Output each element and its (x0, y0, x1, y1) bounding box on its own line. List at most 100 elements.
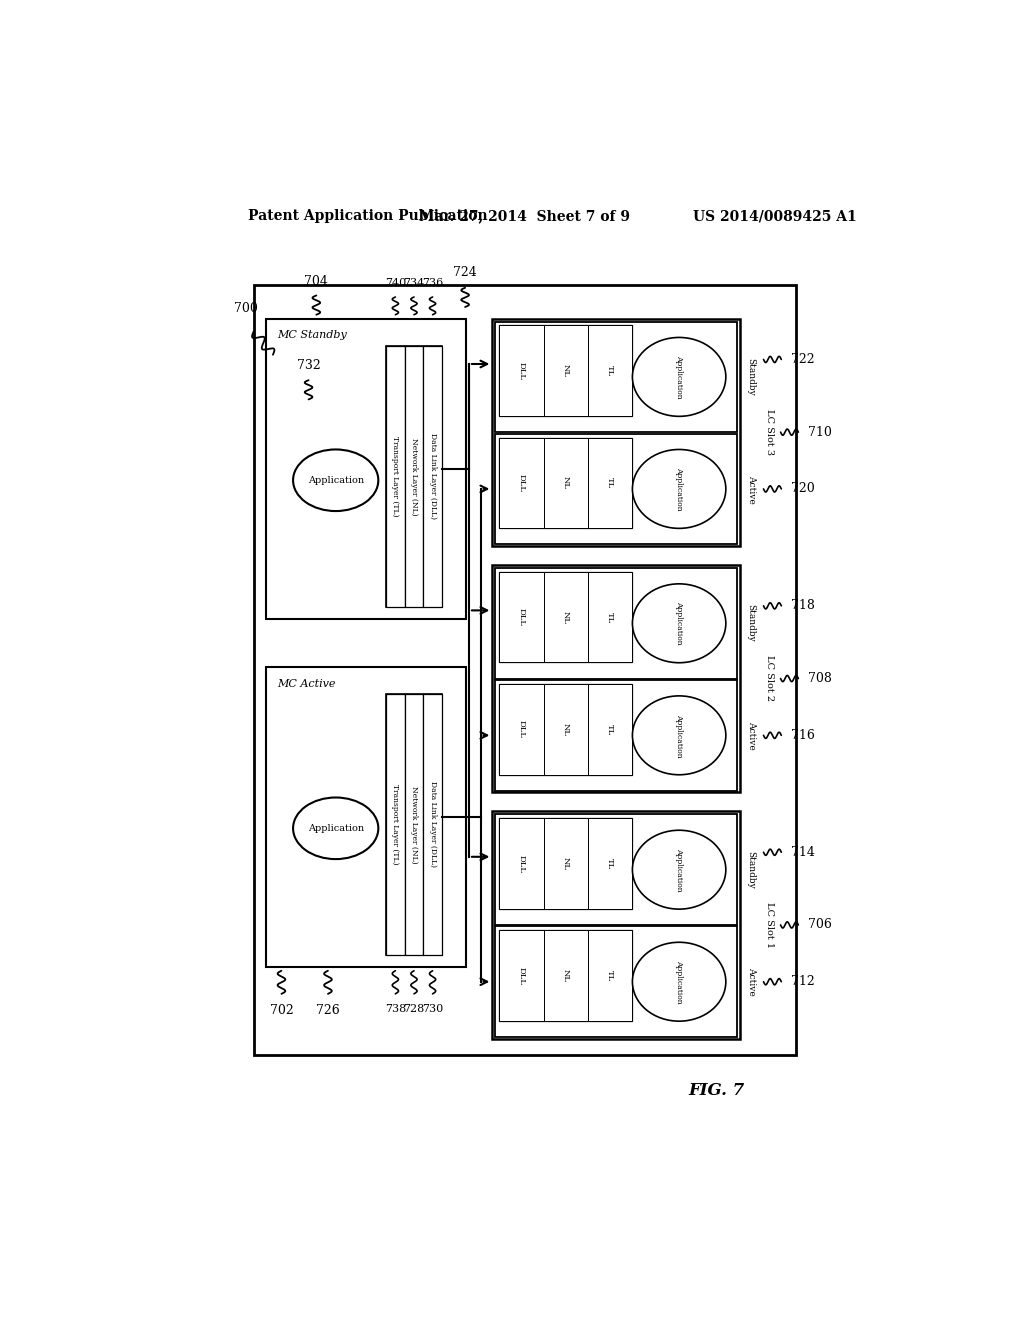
Text: Data Link Layer (DLL): Data Link Layer (DLL) (429, 433, 436, 519)
Text: Active: Active (746, 968, 756, 997)
Bar (500, 818, 632, 909)
Bar (496, 434, 737, 544)
Text: Standby: Standby (746, 605, 756, 642)
Text: 718: 718 (792, 599, 815, 612)
Text: NL: NL (562, 477, 569, 490)
Ellipse shape (293, 449, 378, 511)
Text: Mar. 27, 2014  Sheet 7 of 9: Mar. 27, 2014 Sheet 7 of 9 (419, 209, 631, 223)
Text: NL: NL (562, 857, 569, 870)
Text: Application: Application (675, 602, 683, 645)
Text: 732: 732 (297, 359, 321, 372)
Text: MC Standby: MC Standby (278, 330, 347, 341)
Ellipse shape (633, 450, 726, 528)
Bar (544, 572, 588, 663)
Text: Transport Layer (TL): Transport Layer (TL) (391, 784, 399, 865)
Text: Application: Application (675, 960, 683, 1003)
Text: LC Slot 3: LC Slot 3 (765, 409, 774, 455)
Bar (423, 346, 442, 607)
Bar (544, 326, 588, 416)
Bar (496, 322, 737, 432)
Ellipse shape (633, 583, 726, 663)
Bar (404, 346, 423, 607)
Text: LC Slot 1: LC Slot 1 (765, 902, 774, 948)
Text: Patent Application Publication: Patent Application Publication (248, 209, 487, 223)
Text: Application: Application (675, 847, 683, 891)
Text: DLL: DLL (517, 966, 525, 985)
Bar (500, 572, 632, 663)
Bar (588, 437, 632, 528)
Text: TL: TL (606, 858, 614, 869)
Bar (500, 326, 544, 416)
Bar (500, 326, 632, 416)
Text: LC Slot 2: LC Slot 2 (765, 656, 774, 702)
Text: 700: 700 (233, 302, 258, 315)
Bar (500, 437, 544, 528)
Text: NL: NL (562, 364, 569, 378)
Ellipse shape (633, 696, 726, 775)
Bar (423, 693, 442, 956)
Bar (493, 318, 740, 545)
Text: Active: Active (746, 721, 756, 750)
Ellipse shape (293, 797, 378, 859)
Text: Application: Application (307, 475, 364, 484)
Bar (496, 680, 737, 791)
Bar (493, 812, 740, 1039)
Bar (544, 684, 588, 775)
Text: 704: 704 (304, 275, 329, 288)
Text: 708: 708 (809, 672, 833, 685)
Bar (500, 572, 544, 663)
Bar (500, 684, 544, 775)
Bar (496, 927, 737, 1038)
Bar (544, 931, 588, 1020)
Text: Application: Application (675, 714, 683, 758)
Text: DLL: DLL (517, 721, 525, 738)
Text: NL: NL (562, 969, 569, 982)
Text: 710: 710 (809, 425, 833, 438)
Text: US 2014/0089425 A1: US 2014/0089425 A1 (693, 209, 856, 223)
Bar (386, 693, 404, 956)
Text: DLL: DLL (517, 362, 525, 380)
Text: TL: TL (606, 970, 614, 981)
Bar (404, 693, 423, 956)
Text: Application: Application (307, 824, 364, 833)
Text: Transport Layer (TL): Transport Layer (TL) (391, 436, 399, 516)
Text: 738: 738 (385, 1003, 406, 1014)
Bar (254, 285, 796, 1056)
Text: 734: 734 (403, 277, 425, 288)
Text: DLL: DLL (517, 609, 525, 626)
Bar (588, 326, 632, 416)
Bar (544, 437, 588, 528)
Bar (588, 931, 632, 1020)
Text: 712: 712 (792, 975, 815, 989)
Text: TL: TL (606, 723, 614, 735)
Text: 736: 736 (422, 277, 443, 288)
Bar (386, 693, 442, 956)
Text: Data Link Layer (DLL): Data Link Layer (DLL) (429, 781, 436, 867)
Text: MC Active: MC Active (278, 678, 336, 689)
Text: 724: 724 (454, 265, 477, 279)
Bar (386, 346, 404, 607)
Text: TL: TL (606, 478, 614, 488)
Text: DLL: DLL (517, 474, 525, 492)
Text: 716: 716 (792, 729, 815, 742)
Text: 726: 726 (316, 1003, 340, 1016)
Bar (493, 565, 740, 792)
Ellipse shape (633, 942, 726, 1022)
Text: Standby: Standby (746, 358, 756, 396)
Text: FIG. 7: FIG. 7 (689, 1081, 745, 1098)
Bar (500, 931, 632, 1020)
Text: 714: 714 (792, 846, 815, 859)
Text: Network Layer (NL): Network Layer (NL) (410, 438, 418, 515)
Text: 702: 702 (269, 1003, 293, 1016)
Text: TL: TL (606, 611, 614, 623)
Bar (500, 818, 544, 909)
Text: Standby: Standby (746, 851, 756, 888)
Bar (500, 931, 544, 1020)
Bar (500, 437, 632, 528)
Bar (266, 318, 466, 619)
Bar (386, 346, 442, 607)
Bar (500, 684, 632, 775)
Text: Active: Active (746, 475, 756, 503)
Bar (496, 568, 737, 678)
Text: DLL: DLL (517, 854, 525, 873)
